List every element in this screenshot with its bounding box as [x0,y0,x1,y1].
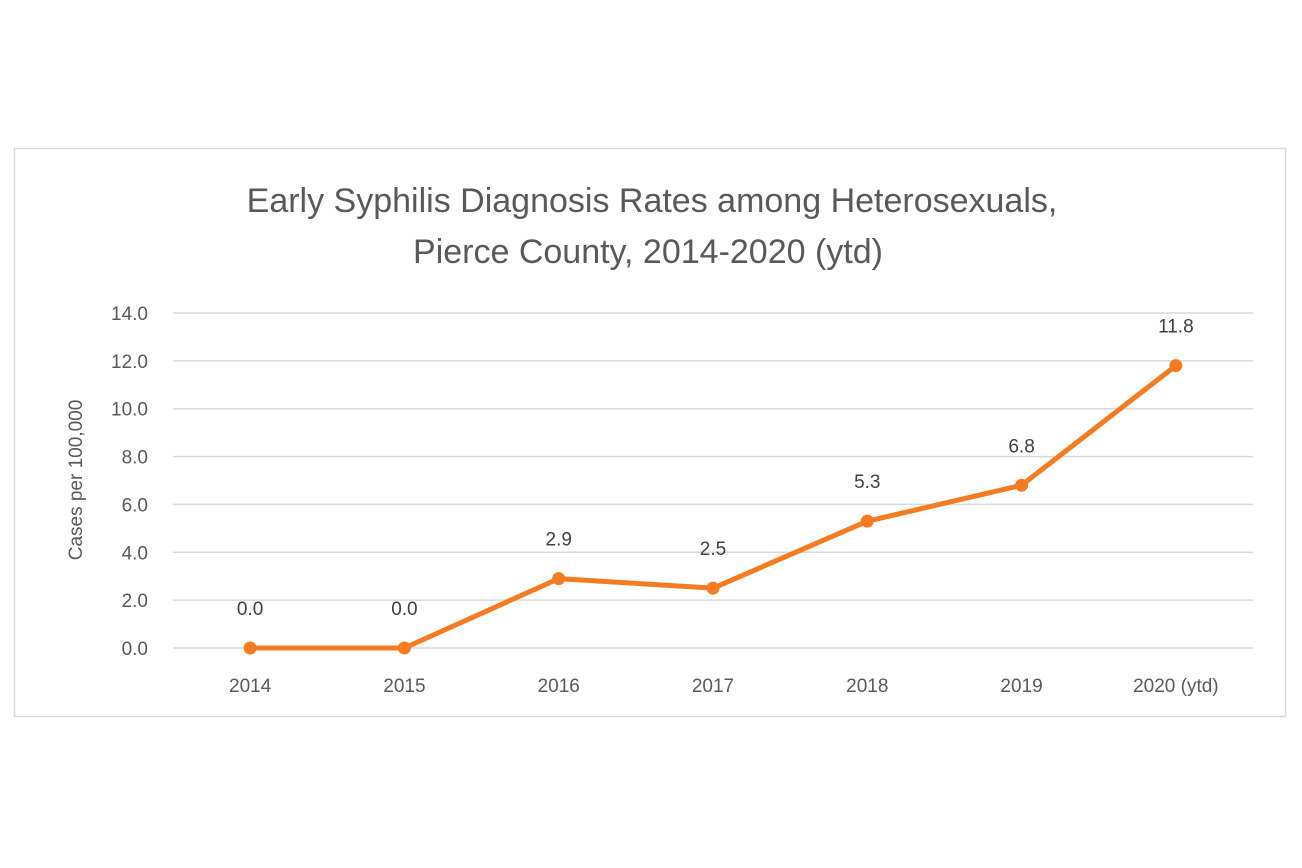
data-point [243,641,257,655]
chart-title-line-2: Pierce County, 2014-2020 (ytd) [413,233,883,271]
data-label: 2.9 [546,530,572,551]
data-label: 6.8 [1008,436,1034,457]
y-tick-label: 4.0 [122,543,148,564]
data-label: 0.0 [237,599,263,620]
y-tick-label: 2.0 [122,591,148,612]
y-tick-label: 0.0 [122,639,148,660]
x-tick-label: 2015 [383,676,425,697]
y-tick-label: 6.0 [122,495,148,516]
x-tick-label: 2020 (ytd) [1133,676,1219,697]
chart-frame [13,147,1287,718]
y-tick-label: 8.0 [122,448,148,469]
y-tick-label: 14.0 [111,304,148,325]
x-tick-label: 2017 [692,676,734,697]
data-point [1169,359,1183,373]
x-tick-label: 2016 [538,676,580,697]
x-tick-label: 2019 [1000,676,1042,697]
data-label: 11.8 [1158,317,1194,338]
chart-title-line-1: Early Syphilis Diagnosis Rates among Het… [247,182,1058,220]
x-tick-label: 2018 [846,676,888,697]
data-point [1015,478,1029,492]
y-axis-label: Cases per 100,000 [66,400,87,561]
data-point [860,514,874,528]
data-label: 2.5 [700,539,726,560]
data-point [552,572,566,586]
data-point [397,641,411,655]
data-label: 0.0 [391,599,417,620]
data-point [706,581,720,595]
y-tick-label: 10.0 [111,400,148,421]
x-tick-label: 2014 [229,676,272,697]
data-label: 5.3 [854,472,880,493]
y-tick-label: 12.0 [111,352,148,373]
